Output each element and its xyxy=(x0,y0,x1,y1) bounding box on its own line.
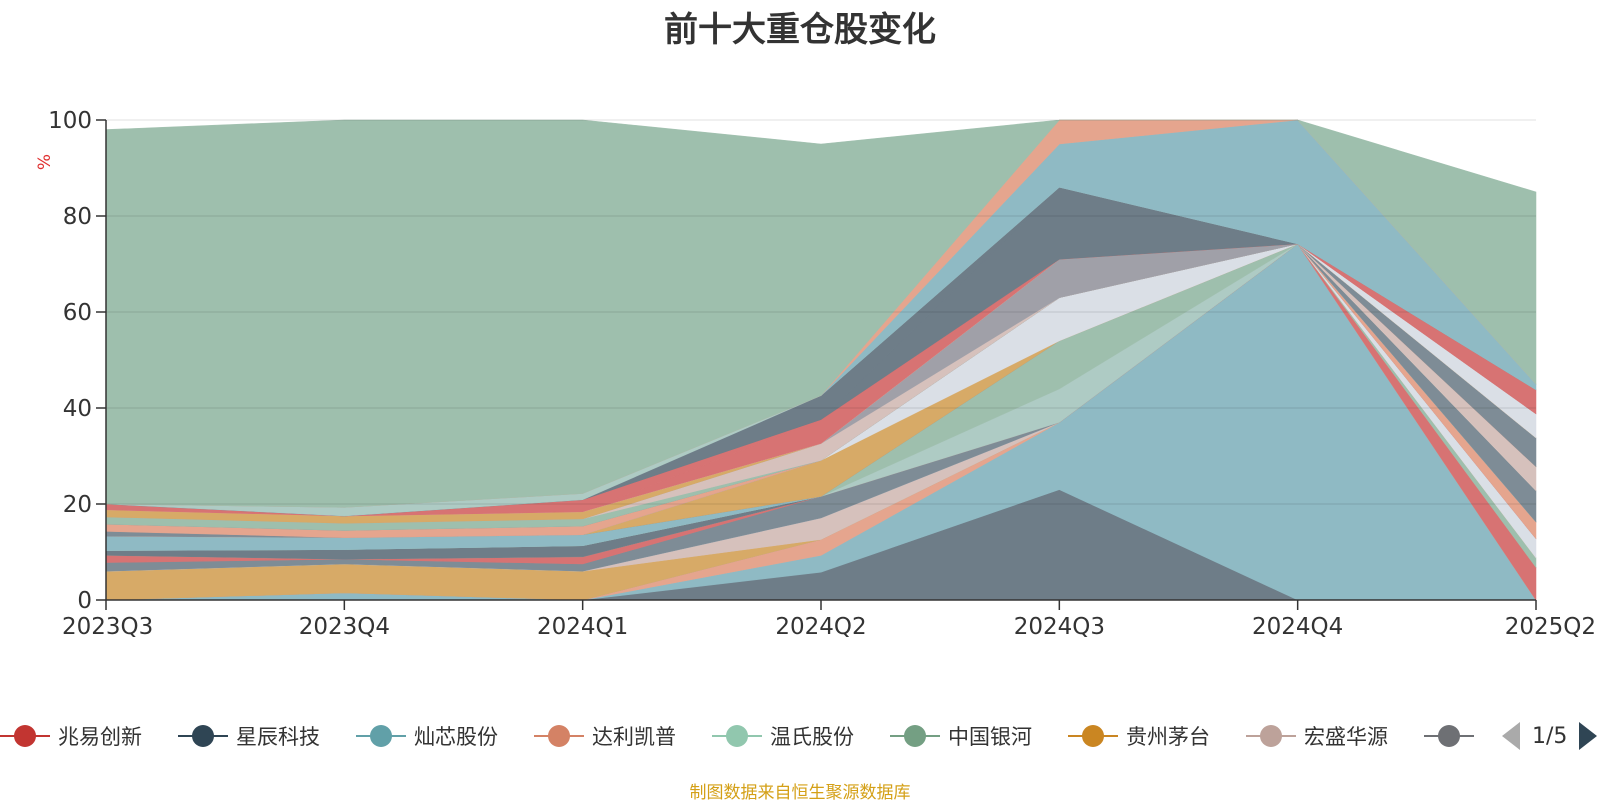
x-tick-label: 2025Q2 xyxy=(1505,614,1596,640)
legend-marker-icon xyxy=(712,725,762,747)
legend-item[interactable]: 宏盛华源 xyxy=(1246,716,1388,756)
legend-label: 星辰科技 xyxy=(236,725,320,749)
legend-label: 贵州茅台 xyxy=(1126,725,1210,749)
y-tick-label: 40 xyxy=(63,396,92,422)
y-tick-label: 80 xyxy=(63,204,92,230)
legend-label: 宏盛华源 xyxy=(1304,725,1388,749)
x-tick-label: 2024Q1 xyxy=(537,614,628,640)
legend-item[interactable]: 贵州茅台 xyxy=(1068,716,1210,756)
x-tick-label: 2024Q2 xyxy=(775,614,866,640)
pager-next-icon[interactable] xyxy=(1579,722,1598,750)
legend-marker-icon xyxy=(534,725,584,747)
legend-item[interactable]: 中国银河 xyxy=(890,716,1032,756)
legend-label: 中国银河 xyxy=(948,725,1032,749)
legend-label: 温氏股份 xyxy=(770,725,854,749)
legend-marker-icon xyxy=(1068,725,1118,747)
source-note: 制图数据来自恒生聚源数据库 xyxy=(689,783,911,803)
legend: 兆易创新 星辰科技 灿芯股份 达利凯普 温氏股份 中国银河 贵州茅台 宏盛华源 万 xyxy=(0,716,1480,756)
y-tick-label: 60 xyxy=(63,300,92,326)
legend-marker-icon xyxy=(1246,725,1296,747)
x-tick-label: 2023Q4 xyxy=(299,614,390,640)
pager-prev-icon[interactable] xyxy=(1502,722,1520,750)
area-series xyxy=(105,119,1537,508)
chart-svg: 0 20 40 60 80 100 2023Q3 2023Q4 2024Q1 2024Q2 2024… xyxy=(35,108,1596,640)
legend-item[interactable]: 万 xyxy=(1424,716,1480,756)
legend-label: 达利凯普 xyxy=(592,725,676,749)
legend-marker-icon xyxy=(356,725,406,747)
area-series-group xyxy=(105,119,1537,601)
legend-marker-icon xyxy=(1424,725,1474,747)
pager-text: 1/5 xyxy=(1532,723,1568,749)
legend-label: 兆易创新 xyxy=(58,725,142,749)
legend-marker-icon xyxy=(178,725,228,747)
legend-item[interactable]: 灿芯股份 xyxy=(356,716,498,756)
x-tick-label: 2023Q3 xyxy=(62,614,153,640)
y-tick-label: 20 xyxy=(63,492,92,518)
legend-item[interactable]: 温氏股份 xyxy=(712,716,854,756)
y-tick-label: 100 xyxy=(48,108,92,134)
y-axis-label: % xyxy=(35,154,55,170)
x-tick-label: 2024Q4 xyxy=(1252,614,1343,640)
legend-marker-icon xyxy=(890,725,940,747)
y-tick-label: 0 xyxy=(77,588,92,614)
legend-marker-icon xyxy=(0,725,50,747)
x-tick-label: 2024Q3 xyxy=(1014,614,1105,640)
legend-item[interactable]: 达利凯普 xyxy=(534,716,676,756)
legend-pager: 1/5 xyxy=(1500,716,1600,756)
chart-title: 前十大重仓股变化 xyxy=(664,10,936,50)
legend-item[interactable]: 兆易创新 xyxy=(0,716,142,756)
legend-item[interactable]: 星辰科技 xyxy=(178,716,320,756)
legend-label: 灿芯股份 xyxy=(414,725,498,749)
